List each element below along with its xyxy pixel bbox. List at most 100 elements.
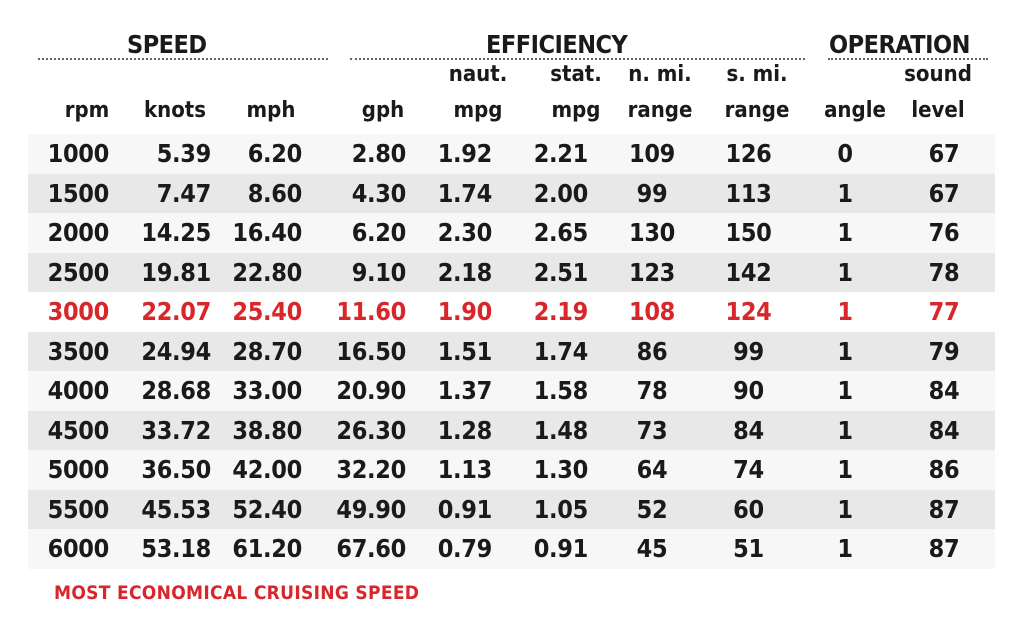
header-stat-mpg-line2: mpg [551, 98, 601, 123]
cell-knots: 19.81 [119, 252, 215, 292]
cell-rpm: 2000 [28, 213, 119, 253]
cell-smi-range: 142 [700, 252, 797, 292]
table-row: 4500 33.72 38.80 26.30 1.28 1.48 73 84 1 84 [28, 410, 995, 450]
cell-gph: 16.50 [308, 331, 416, 371]
cell-nmi-range: 130 [604, 213, 700, 253]
cell-angle: 1 [797, 410, 893, 450]
cell-gph: 26.30 [308, 410, 416, 450]
cell-gph: 2.80 [308, 134, 416, 174]
cell-sound-level: 84 [893, 371, 995, 411]
cell-mph: 42.00 [215, 450, 308, 490]
cell-gph: 11.60 [308, 292, 416, 332]
cell-mph: 38.80 [215, 410, 308, 450]
cell-knots: 33.72 [119, 410, 215, 450]
header-naut-mpg-line1: naut. [448, 62, 508, 87]
cell-nmi-range: 64 [604, 450, 700, 490]
cell-naut-mpg: 0.79 [416, 529, 506, 569]
cell-sound-level: 77 [893, 292, 995, 332]
cell-rpm: 3500 [28, 331, 119, 371]
table-row: 2500 19.81 22.80 9.10 2.18 2.51 123 142 1 78 [28, 252, 995, 292]
cell-sound-level: 76 [893, 213, 995, 253]
cell-knots: 36.50 [119, 450, 215, 490]
header-smi-range-line1: s. mi. [726, 62, 788, 87]
cell-naut-mpg: 1.51 [416, 331, 506, 371]
cell-smi-range: 113 [700, 173, 797, 213]
header-gph: gph [361, 98, 405, 123]
cell-nmi-range: 108 [604, 292, 700, 332]
cell-naut-mpg: 1.28 [416, 410, 506, 450]
cell-gph: 49.90 [308, 489, 416, 529]
cell-gph: 32.20 [308, 450, 416, 490]
cell-sound-level: 79 [893, 331, 995, 371]
cell-stat-mpg: 2.51 [506, 252, 604, 292]
footnote-economical-speed: MOST ECONOMICAL CRUISING SPEED [54, 582, 420, 604]
cell-stat-mpg: 1.48 [506, 410, 604, 450]
cell-angle: 1 [797, 252, 893, 292]
cell-stat-mpg: 1.58 [506, 371, 604, 411]
cell-naut-mpg: 2.18 [416, 252, 506, 292]
table-row: 5500 45.53 52.40 49.90 0.91 1.05 52 60 1 87 [28, 489, 995, 529]
cell-nmi-range: 73 [604, 410, 700, 450]
cell-knots: 7.47 [119, 173, 215, 213]
cell-naut-mpg: 2.30 [416, 213, 506, 253]
cell-naut-mpg: 1.13 [416, 450, 506, 490]
speed-divider [38, 58, 328, 60]
cell-angle: 0 [797, 134, 893, 174]
efficiency-divider [350, 58, 805, 60]
cell-knots: 22.07 [119, 292, 215, 332]
cell-angle: 1 [797, 173, 893, 213]
cell-mph: 33.00 [215, 371, 308, 411]
cell-smi-range: 90 [700, 371, 797, 411]
cell-smi-range: 124 [700, 292, 797, 332]
cell-mph: 25.40 [215, 292, 308, 332]
header-sound-line2: level [911, 98, 965, 123]
cell-rpm: 5000 [28, 450, 119, 490]
cell-sound-level: 67 [893, 173, 995, 213]
group-efficiency: EFFICIENCY [486, 30, 628, 59]
cell-knots: 45.53 [119, 489, 215, 529]
cell-nmi-range: 45 [604, 529, 700, 569]
cell-nmi-range: 99 [604, 173, 700, 213]
cell-knots: 24.94 [119, 331, 215, 371]
cell-sound-level: 78 [893, 252, 995, 292]
cell-angle: 1 [797, 529, 893, 569]
cell-nmi-range: 78 [604, 371, 700, 411]
operation-divider [828, 58, 988, 60]
cell-knots: 14.25 [119, 213, 215, 253]
cell-smi-range: 84 [700, 410, 797, 450]
header-mph: mph [246, 98, 296, 123]
table-row: 2000 14.25 16.40 6.20 2.30 2.65 130 150 1 76 [28, 213, 995, 253]
performance-table: 1000 5.39 6.20 2.80 1.92 2.21 109 126 0 67 1500 7.4… [28, 134, 995, 569]
table-row: 6000 53.18 61.20 67.60 0.79 0.91 45 51 1 87 [28, 529, 995, 569]
cell-smi-range: 51 [700, 529, 797, 569]
cell-smi-range: 74 [700, 450, 797, 490]
cell-angle: 1 [797, 213, 893, 253]
cell-naut-mpg: 0.91 [416, 489, 506, 529]
cell-mph: 16.40 [215, 213, 308, 253]
cell-gph: 4.30 [308, 173, 416, 213]
cell-nmi-range: 86 [604, 331, 700, 371]
cell-knots: 53.18 [119, 529, 215, 569]
cell-angle: 1 [797, 292, 893, 332]
cell-sound-level: 67 [893, 134, 995, 174]
cell-angle: 1 [797, 489, 893, 529]
cell-stat-mpg: 1.74 [506, 331, 604, 371]
cell-rpm: 4500 [28, 410, 119, 450]
cell-rpm: 3000 [28, 292, 119, 332]
cell-sound-level: 84 [893, 410, 995, 450]
cell-angle: 1 [797, 331, 893, 371]
table-row: 4000 28.68 33.00 20.90 1.37 1.58 78 90 1 84 [28, 371, 995, 411]
cell-naut-mpg: 1.74 [416, 173, 506, 213]
cell-angle: 1 [797, 371, 893, 411]
cell-mph: 52.40 [215, 489, 308, 529]
table-row: 1500 7.47 8.60 4.30 1.74 2.00 99 113 1 67 [28, 173, 995, 213]
cell-smi-range: 126 [700, 134, 797, 174]
cell-stat-mpg: 2.21 [506, 134, 604, 174]
header-naut-mpg-line2: mpg [453, 98, 503, 123]
cell-rpm: 4000 [28, 371, 119, 411]
cell-sound-level: 87 [893, 529, 995, 569]
cell-smi-range: 99 [700, 331, 797, 371]
cell-mph: 61.20 [215, 529, 308, 569]
cell-rpm: 5500 [28, 489, 119, 529]
table-row: 5000 36.50 42.00 32.20 1.13 1.30 64 74 1 86 [28, 450, 995, 490]
